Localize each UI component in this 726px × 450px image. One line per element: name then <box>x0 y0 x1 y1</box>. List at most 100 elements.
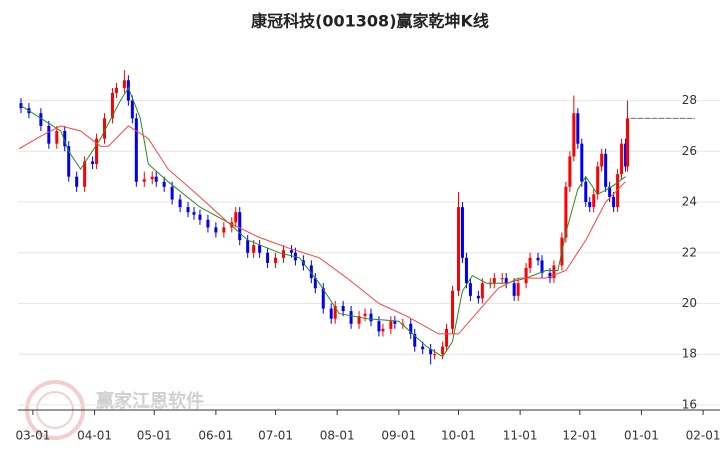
candle-body <box>134 118 138 182</box>
candle-body <box>592 194 596 208</box>
y-tick-label: 18 <box>682 347 697 361</box>
candle-body <box>612 196 616 208</box>
y-tick-label: 26 <box>682 144 697 158</box>
candle-body <box>389 321 393 329</box>
candle-body <box>126 80 130 101</box>
candle-body <box>616 174 620 208</box>
y-tick-label: 28 <box>682 93 697 107</box>
candle-body <box>214 227 218 233</box>
candle-body <box>604 153 608 187</box>
candle-body <box>393 321 397 324</box>
candle-body <box>154 176 158 182</box>
x-tick-label: 12-01 <box>562 429 597 443</box>
candle-body <box>150 176 154 180</box>
candle-body <box>95 138 99 164</box>
candle-body <box>186 207 190 213</box>
candle-body <box>162 181 166 187</box>
candle-body <box>464 257 468 284</box>
candle-body <box>369 313 373 322</box>
y-tick-label: 20 <box>682 296 697 310</box>
watermark: 赢家江恩软件 <box>96 390 204 412</box>
candle-body <box>266 252 270 263</box>
candle-body <box>516 283 520 296</box>
moving-average <box>18 125 626 335</box>
candle-body <box>363 313 367 317</box>
candle-body <box>170 186 174 200</box>
candle-body <box>289 250 293 253</box>
candle-body <box>456 207 460 291</box>
candle-body <box>130 100 134 119</box>
candle-body <box>178 199 182 208</box>
candle-body <box>548 273 552 279</box>
candle-body <box>445 328 449 347</box>
candle-body <box>47 125 51 144</box>
candle-body <box>596 166 600 195</box>
candle-body <box>114 87 118 93</box>
candle-body <box>55 131 59 144</box>
candle-body <box>504 278 508 284</box>
candle-body <box>588 202 592 208</box>
x-tick-label: 08-01 <box>320 429 355 443</box>
candle-body <box>67 146 71 177</box>
candle-body <box>552 265 556 279</box>
candle-body <box>349 311 353 324</box>
candle-body <box>433 354 437 356</box>
candle-body <box>313 278 317 289</box>
candle-body <box>258 245 262 253</box>
candle-body <box>626 118 630 167</box>
x-tick-label: 10-01 <box>441 429 476 443</box>
x-tick-label: 02-01 <box>686 429 721 443</box>
candle-body <box>564 186 568 238</box>
x-tick-label: 04-01 <box>77 429 112 443</box>
y-tick-label: 24 <box>682 195 697 209</box>
y-tick-label: 16 <box>682 397 697 411</box>
candle-body <box>321 288 325 309</box>
candle-body <box>234 212 238 223</box>
candle-body <box>528 257 532 268</box>
x-tick-label: 05-01 <box>137 429 172 443</box>
candle-body <box>333 306 337 319</box>
candle-body <box>75 176 79 187</box>
x-tick-label: 01-01 <box>624 429 659 443</box>
candle-body <box>429 349 433 355</box>
candle-body <box>600 153 604 167</box>
candle-body <box>309 265 313 279</box>
candle-body <box>512 283 516 296</box>
candle-body <box>192 212 196 215</box>
candle-body <box>524 267 528 284</box>
y-tick-label: 22 <box>682 245 697 259</box>
x-tick-label: 03-01 <box>15 429 50 443</box>
candle-body <box>122 80 126 88</box>
candle-body <box>580 143 584 182</box>
candle-body <box>381 328 385 332</box>
candle-body <box>468 283 472 296</box>
x-tick-label: 06-01 <box>198 429 233 443</box>
candle-body <box>441 346 445 355</box>
candle-body <box>39 113 43 126</box>
candle-body <box>480 283 484 299</box>
candle-body <box>620 143 624 175</box>
candle-body <box>409 323 413 334</box>
candle-body <box>500 278 504 280</box>
candle-body <box>206 219 210 228</box>
candle-body <box>377 321 381 332</box>
candle-body <box>624 143 628 167</box>
candle-body <box>19 103 23 109</box>
candle-body <box>252 245 256 253</box>
candle-body <box>142 179 146 182</box>
candle-body <box>476 295 480 299</box>
candle-body <box>492 278 496 284</box>
candle-body <box>103 118 107 139</box>
candle-body <box>83 161 87 187</box>
candle-body <box>584 181 588 203</box>
candle-body <box>608 186 612 197</box>
chart-title: 康冠科技(001308)赢家乾坤K线 <box>251 12 489 31</box>
candle-body <box>413 333 417 347</box>
candle-body <box>421 346 425 350</box>
candle-body <box>568 156 572 187</box>
x-tick-label: 11-01 <box>503 429 538 443</box>
candle-body <box>540 260 544 274</box>
candle-body <box>222 227 226 233</box>
candle-body <box>238 212 242 241</box>
